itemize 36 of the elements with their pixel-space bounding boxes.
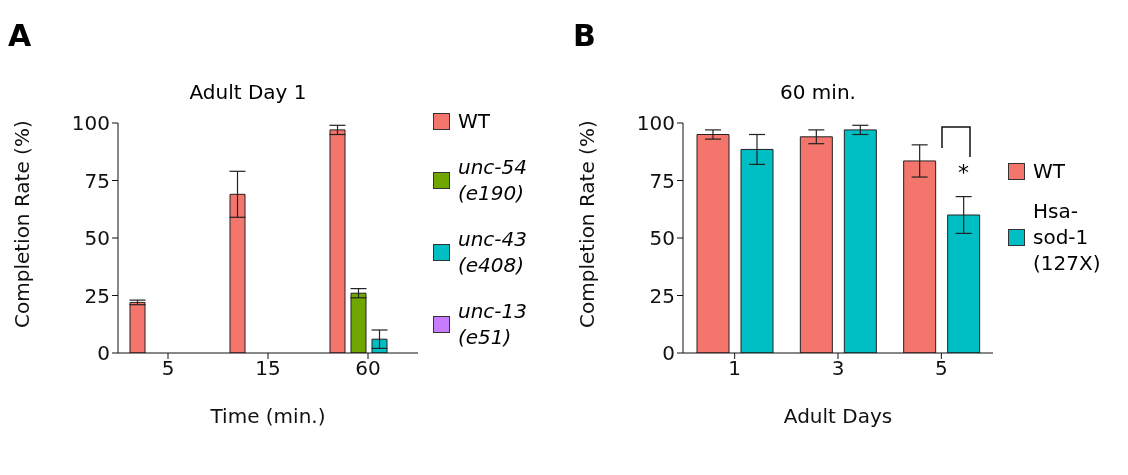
x-tick-label: 15 (255, 356, 281, 381)
x-axis-title: Adult Days (783, 404, 893, 428)
y-tick-label: 75 (649, 168, 675, 193)
y-tick-label: 25 (649, 283, 675, 308)
legend-label: unc-54 (e190) (458, 154, 528, 206)
bar (696, 134, 730, 353)
y-axis-title: Completion Rate (%) (10, 120, 35, 328)
y-tick-label: 50 (84, 226, 110, 251)
legend-label: unc-13 (e51) (458, 298, 528, 350)
bar (350, 292, 367, 353)
bar (129, 301, 146, 353)
y-tick-label: 0 (662, 341, 675, 366)
y-tick-label: 100 (71, 111, 110, 136)
x-tick-label: 5 (161, 356, 175, 381)
x-tick-label: 5 (934, 356, 948, 381)
chart-title: 60 min. (779, 80, 857, 104)
legend-label: WT (1033, 158, 1065, 184)
annotation: * (958, 160, 969, 185)
legend-label: unc-43 (e408) (458, 226, 528, 278)
x-tick-label: 3 (831, 356, 845, 381)
y-tick-label: 25 (84, 283, 110, 308)
bar (843, 129, 877, 353)
x-axis-title: Time (min.) (209, 404, 326, 428)
bar (329, 129, 346, 353)
y-tick-label: 100 (636, 111, 675, 136)
text: A (8, 18, 32, 53)
legend-label: WT (458, 108, 490, 134)
x-tick-label: 60 (355, 356, 381, 381)
y-axis-title: Completion Rate (%) (575, 120, 600, 328)
legend-label: Hsa-sod-1 (127X) (1033, 198, 1102, 276)
text: B (573, 18, 596, 53)
y-tick-label: 75 (84, 168, 110, 193)
y-tick-label: 0 (97, 341, 110, 366)
chart-title: Adult Day 1 (188, 80, 308, 104)
y-tick-label: 50 (649, 226, 675, 251)
x-tick-label: 1 (728, 356, 742, 381)
